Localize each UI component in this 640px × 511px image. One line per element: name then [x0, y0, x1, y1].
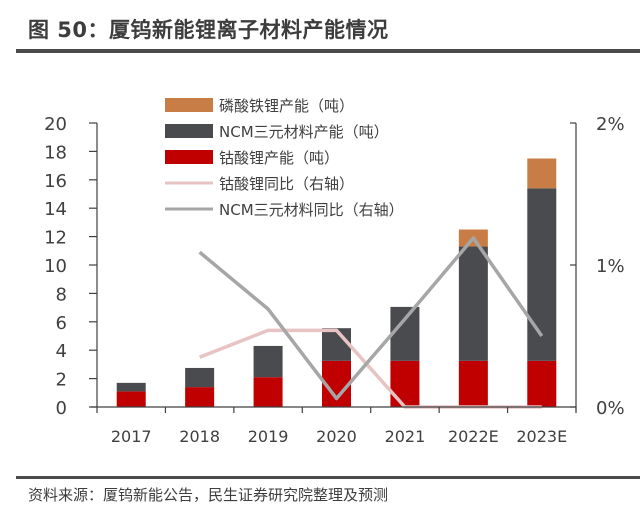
legend-item: NCM三元材料同比（右轴） [165, 201, 404, 219]
axes-layer: 0 2 4 6 8 10 12 14 16 18 20 0% 1% 2% 2017 2018 2019 2020 2… [44, 114, 624, 446]
legend-item: 钴酸锂产能（吨） [165, 149, 339, 167]
x-tick-label: 2022E [448, 427, 499, 446]
bar-lco-2017 [116, 391, 146, 407]
bars-layer [116, 158, 557, 407]
bar-ncm-2018 [185, 367, 215, 388]
left-tick-label: 6 [56, 313, 67, 334]
legend-label: 钴酸锂产能（吨） [219, 149, 339, 167]
bar-lco-2021 [390, 360, 420, 407]
legend-label: 钴酸锂同比（右轴） [219, 175, 354, 193]
bar-ncm-2023E [527, 188, 557, 361]
bar-ncm-2019 [253, 345, 283, 378]
legend: 磷酸铁锂产能（吨） NCM三元材料产能（吨） 钴酸锂产能（吨） 钴酸锂同比（右轴） NC… [165, 97, 404, 219]
left-tick-label: 8 [56, 284, 67, 305]
x-tick-label: 2017 [111, 427, 152, 446]
bar-lco-2019 [253, 377, 283, 407]
line-lco-yoy [199, 328, 542, 409]
bar-ncm-2020 [322, 328, 351, 361]
x-tick-label: 2023E [516, 427, 567, 446]
left-tick-label: 14 [44, 199, 67, 220]
left-tick-label: 0 [56, 398, 67, 419]
bar-ncm-2017 [116, 382, 146, 392]
chart-title: 图 50：厦钨新能锂离子材料产能情况 [28, 18, 389, 42]
title-divider [16, 49, 640, 53]
bar-ncm-2022E [458, 246, 488, 361]
x-tick-label: 2018 [179, 427, 220, 446]
lines-layer [198, 236, 544, 409]
left-tick-label: 12 [44, 228, 67, 249]
left-tick-label: 16 [44, 171, 67, 192]
source-note: 资料来源：厦钨新能公告，民生证券研究院整理及预测 [28, 486, 389, 504]
bar-ncm-2021 [390, 306, 420, 361]
line-ncm-yoy [198, 236, 544, 401]
legend-label: NCM三元材料同比（右轴） [219, 201, 404, 219]
legend-label: 磷酸铁锂产能（吨） [219, 97, 354, 115]
right-tick-label: 0% [596, 398, 625, 419]
legend-swatch [165, 124, 213, 138]
legend-item: 钴酸锂同比（右轴） [165, 175, 354, 193]
bar-lco-2018 [185, 387, 215, 407]
legend-item: NCM三元材料产能（吨） [165, 123, 389, 141]
footer-divider [16, 476, 640, 479]
x-tick-label: 2019 [248, 427, 289, 446]
legend-label: NCM三元材料产能（吨） [219, 123, 389, 141]
left-tick-label: 20 [44, 114, 67, 135]
legend-swatch [165, 150, 213, 164]
right-tick-label: 2% [596, 114, 625, 135]
left-tick-label: 10 [44, 256, 67, 277]
legend-item: 磷酸铁锂产能（吨） [165, 97, 354, 115]
bar-lco-2023E [527, 360, 557, 407]
left-tick-label: 4 [56, 341, 67, 362]
bar-lfp-2023E [527, 158, 557, 189]
x-tick-label: 2020 [316, 427, 357, 446]
chart: 0 2 4 6 8 10 12 14 16 18 20 0% 1% 2% 2017 2018 2019 2020 2… [44, 97, 624, 446]
right-tick-label: 1% [596, 256, 625, 277]
legend-swatch [165, 98, 213, 112]
left-tick-label: 2 [56, 370, 67, 391]
x-tick-label: 2021 [385, 427, 426, 446]
left-tick-label: 18 [44, 142, 67, 163]
bar-lco-2022E [458, 360, 488, 407]
